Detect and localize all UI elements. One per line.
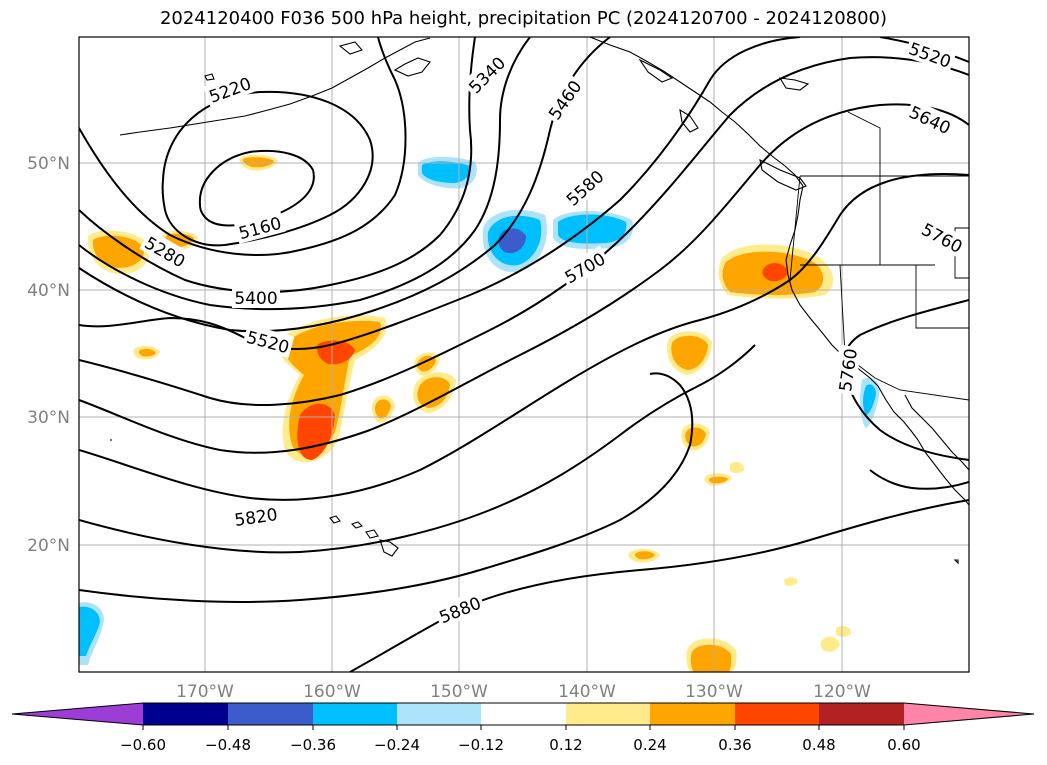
contour-label-5400: 5400 [234, 289, 277, 309]
colorbar-segment [566, 703, 650, 725]
longitude-labels: 170°W 160°W 150°W 140°W 130°W 120°W [176, 682, 871, 702]
lat-label-30n: 30°N [27, 408, 70, 428]
colorbar-ticks: −0.60 −0.48 −0.36 −0.24 −0.12 0.12 0.24 … [120, 725, 921, 754]
lon-label-120w: 120°W [813, 682, 871, 702]
colorbar-segment [650, 703, 735, 725]
colorbar: −0.60 −0.48 −0.36 −0.24 −0.12 0.12 0.24 … [11, 702, 1035, 754]
colorbar-tick-label: 0.24 [633, 736, 666, 754]
lat-label-40n: 40°N [27, 281, 70, 301]
colorbar-segment [228, 703, 313, 725]
colorbar-tick-label: 0.12 [549, 736, 582, 754]
political-borders [789, 111, 969, 401]
map-frame [78, 36, 970, 673]
lat-label-20n: 20°N [27, 536, 70, 556]
lon-label-140w: 140°W [558, 682, 616, 702]
colorbar-segment [397, 703, 481, 725]
lon-label-160w: 160°W [303, 682, 361, 702]
colorbar-tick-label: 0.36 [718, 736, 751, 754]
colorbar-extend-min [12, 703, 143, 725]
page-title: 2024120400 F036 500 hPa height, precipit… [159, 8, 888, 29]
precip-anomaly-fill [79, 154, 880, 672]
lon-label-130w: 130°W [685, 682, 743, 702]
lon-label-170w: 170°W [176, 682, 234, 702]
latitude-labels: 50°N 40°N 30°N 20°N [27, 154, 70, 556]
colorbar-tick-label: −0.60 [120, 736, 166, 754]
map-area [79, 37, 969, 672]
colorbar-tick-label: 0.48 [802, 736, 835, 754]
colorbar-segment [143, 703, 228, 725]
colorbar-segment [819, 703, 904, 725]
colorbar-extend-max [904, 703, 1034, 725]
colorbar-segment [313, 703, 397, 725]
colorbar-segment [481, 703, 566, 725]
colorbar-tick-label: −0.36 [290, 736, 336, 754]
colorbar-tick-label: −0.48 [205, 736, 251, 754]
colorbar-segment [735, 703, 819, 725]
height-contours [79, 37, 969, 672]
colorbar-tick-label: 0.60 [887, 736, 920, 754]
lat-label-50n: 50°N [27, 154, 70, 174]
colorbar-tick-label: −0.24 [374, 736, 420, 754]
colorbar-tick-label: −0.12 [458, 736, 504, 754]
lon-label-150w: 150°W [430, 682, 488, 702]
